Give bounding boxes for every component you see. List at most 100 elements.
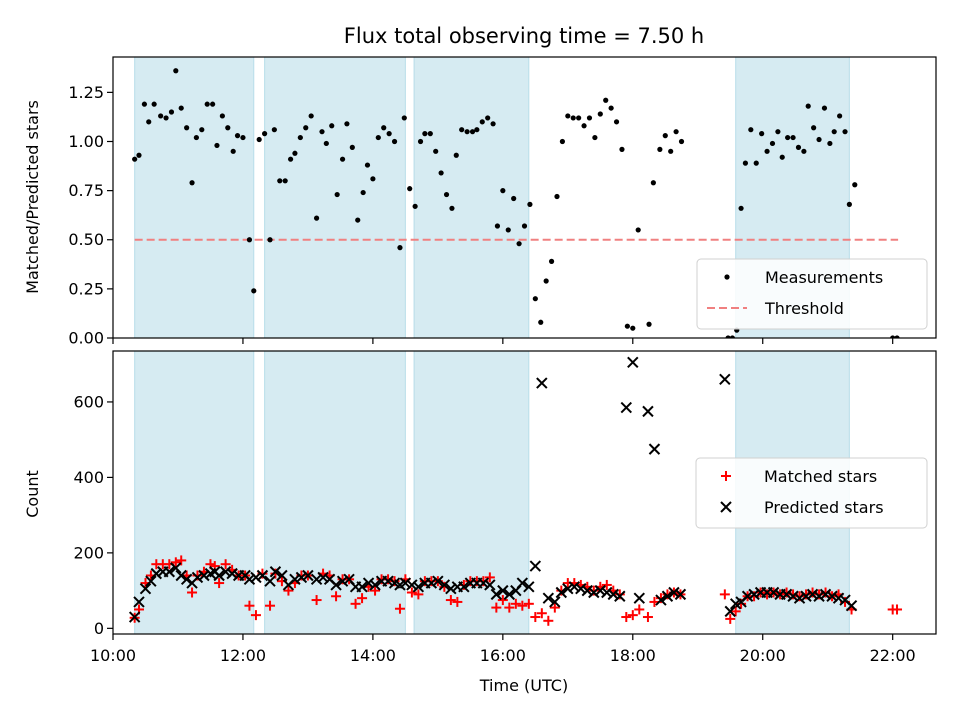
predicted-star-marker [497,584,509,597]
legend-label: Predicted stars [764,498,884,517]
matched-star-marker [350,598,361,609]
predicted-star-marker [458,581,470,593]
measurement-point [586,115,593,121]
measurement-point [184,125,190,131]
matched-star-marker [588,585,599,596]
measurement-point [370,176,376,182]
predicted-star-marker [226,567,238,580]
measurement-point [811,125,817,131]
predicted-star-marker [581,584,594,597]
measurement-point [630,325,636,331]
measurement-point [433,148,439,154]
measurement-point [657,146,663,152]
measurement-point [329,123,335,129]
matched-star-marker [244,600,255,611]
predicted-star-marker [191,571,204,584]
measurement-point [837,113,843,119]
x-tick-label: 16:00 [480,646,526,665]
matched-star-marker [357,593,368,604]
measurement-point [565,113,571,119]
matched-star-marker [530,612,541,623]
measurement-point [323,140,329,147]
measurement-point [678,138,685,145]
predicted-star-marker [832,592,845,604]
predicted-star-marker [170,562,182,574]
matched-star-marker [730,606,741,617]
measurement-point [355,217,361,223]
measurement-point [287,156,294,162]
predicted-star-marker [289,573,301,585]
measurement-point [554,193,560,200]
measurement-point [890,335,896,338]
x-axis-label: Time (UTC) [479,676,568,695]
measurement-point [816,136,822,143]
measurement-point [256,136,262,143]
observing-window-band [413,350,530,635]
measurement-point [151,101,157,107]
predicted-star-marker [529,560,542,572]
predicted-star-marker [724,605,736,618]
matched-star-marker [452,596,463,607]
measurement-point [246,237,253,243]
predicted-star-marker [425,577,438,589]
predicted-star-marker [250,571,262,584]
predicted-star-marker [674,588,687,601]
matched-star-marker [504,602,515,613]
predicted-star-marker [575,583,587,595]
predicted-star-marker [780,588,793,601]
predicted-star-marker [276,569,288,582]
y-tick-label: 600 [73,392,104,411]
measurement-point [204,101,210,107]
measurement-point [662,133,668,139]
predicted-star-marker [484,579,496,591]
x-tick-label: 10:00 [90,646,136,665]
predicted-star-marker [264,575,276,587]
predicted-star-marker [648,443,661,455]
measurement-point [319,129,325,135]
predicted-star-marker [562,583,574,595]
measurement-point [381,125,387,131]
measurement-point [168,109,175,115]
measurement-point [827,140,833,147]
measurement-point [485,115,491,121]
legend-predicted-swatch [720,501,732,513]
measurement-point [339,156,346,162]
matched-star-marker [543,615,554,626]
predicted-star-marker [295,571,308,584]
matched-star-marker [170,557,181,568]
matched-star-marker [549,602,560,613]
measurement-point [303,125,309,131]
measurement-point [608,105,614,111]
measurement-point [729,335,736,338]
predicted-star-marker [594,584,607,597]
predicted-star-marker [741,590,754,602]
predicted-star-marker [382,575,394,587]
predicted-star-marker [813,590,825,602]
predicted-star-marker [175,569,187,582]
measurement-point [313,215,320,221]
predicted-star-marker [438,579,451,591]
measurement-point [511,195,517,202]
measurement-point [132,156,138,162]
predicted-star-marker [336,575,349,587]
measurement-point [759,131,765,137]
predicted-star-marker [150,567,163,580]
y-tick-label: 0.25 [68,279,104,298]
predicted-star-marker [555,586,568,599]
measurement-point [673,129,679,135]
predicted-star-marker [627,356,639,369]
x-tick-label: 12:00 [220,646,266,665]
measurement-point [842,129,848,135]
measurement-point [597,111,603,117]
matched-star-marker [265,600,276,611]
predicted-star-marker [139,583,152,595]
predicted-star-marker [133,596,145,608]
measurement-point [375,134,381,141]
predicted-star-marker [614,590,626,602]
measurement-point [538,319,544,325]
matched-star-marker [536,608,547,619]
measurement-point [852,182,858,188]
predicted-star-marker [317,571,329,584]
predicted-star-marker [793,592,806,604]
measurement-point [516,241,522,247]
